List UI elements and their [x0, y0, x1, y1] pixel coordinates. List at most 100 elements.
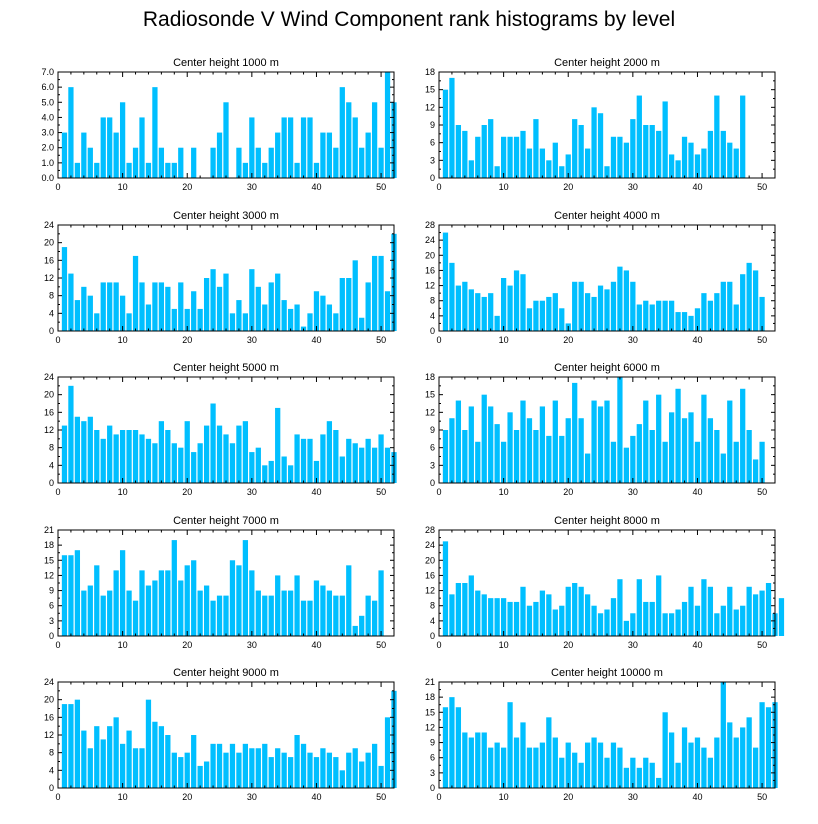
y-tick-label: 3 — [430, 460, 435, 470]
panel-title: Center height 10000 m — [551, 667, 663, 679]
x-tick-label: 20 — [182, 487, 192, 497]
y-tick-label: 0.0 — [41, 173, 54, 183]
bar — [152, 87, 158, 178]
bar — [352, 625, 358, 636]
y-tick-label: 9 — [430, 120, 435, 130]
bar — [126, 730, 132, 788]
x-tick-label: 20 — [563, 335, 573, 345]
bar — [681, 601, 688, 636]
x-tick-label: 40 — [692, 792, 702, 802]
y-tick-label: 0 — [49, 326, 54, 336]
bar — [733, 609, 739, 636]
panel-4: Center height 4000 m 0 4 8 12 16 20 24 28 0 10 20 30… — [425, 210, 776, 345]
bar — [623, 447, 630, 483]
y-tick-label: 3 — [49, 616, 54, 626]
bar — [346, 438, 352, 483]
bar — [223, 752, 229, 788]
bar — [268, 282, 274, 331]
y-tick-label: 15 — [425, 707, 435, 717]
bar — [313, 580, 320, 636]
bar — [578, 281, 584, 331]
bar — [216, 286, 223, 331]
bar — [307, 313, 313, 331]
x-tick-label: 30 — [247, 182, 257, 192]
bar — [507, 136, 513, 178]
bar — [152, 721, 158, 788]
bar — [539, 590, 546, 636]
y-tick-label: 6 — [49, 601, 54, 611]
x-tick-label: 30 — [628, 792, 638, 802]
bar — [630, 613, 636, 636]
x-tick-label: 0 — [55, 182, 60, 192]
bar — [158, 570, 165, 636]
bar — [126, 430, 132, 483]
y-tick-label: 3 — [430, 155, 435, 165]
bar — [216, 743, 223, 788]
bar — [68, 385, 74, 483]
y-tick-label: 12 — [44, 425, 54, 435]
bar — [701, 293, 707, 331]
bar — [746, 430, 752, 483]
bar — [707, 130, 714, 178]
y-tick-label: 4.0 — [41, 112, 54, 122]
bar — [559, 757, 565, 788]
bar — [526, 747, 533, 788]
bar — [107, 590, 113, 636]
bar — [539, 300, 546, 331]
x-tick-label: 0 — [55, 792, 60, 802]
bar — [119, 295, 126, 331]
y-tick-label: 0 — [430, 631, 435, 641]
bar — [371, 743, 378, 788]
bar — [210, 743, 216, 788]
bar — [636, 95, 642, 178]
bar — [714, 613, 720, 636]
y-tick-label: 4 — [49, 460, 54, 470]
bar — [604, 400, 610, 483]
bar — [94, 430, 100, 483]
panel-title: Center height 5000 m — [173, 362, 279, 374]
panel-1: Center height 1000 m 0.0 1.0 2.0 3.0 4.0 5.0 6.… — [41, 57, 397, 192]
bar — [623, 270, 630, 331]
bar — [203, 585, 210, 636]
bar — [507, 285, 513, 331]
x-tick-label: 10 — [118, 335, 128, 345]
bar — [216, 425, 223, 483]
bar — [281, 590, 287, 636]
bar — [223, 595, 229, 636]
x-tick-label: 40 — [692, 487, 702, 497]
bar — [610, 441, 617, 483]
bar — [178, 580, 184, 636]
bar — [520, 722, 526, 788]
bar — [178, 282, 184, 331]
bar — [249, 269, 255, 331]
x-tick-label: 50 — [376, 640, 386, 650]
bar — [636, 767, 642, 788]
bar — [81, 286, 87, 331]
bar — [300, 438, 307, 483]
bar — [126, 590, 132, 636]
y-tick-label: 24 — [44, 677, 54, 687]
x-tick-label: 30 — [628, 335, 638, 345]
bar — [281, 300, 287, 331]
bar — [591, 400, 597, 483]
bar — [643, 400, 649, 483]
bar — [236, 425, 242, 483]
panel-title: Center height 8000 m — [554, 515, 660, 527]
bar — [352, 443, 358, 483]
bar — [488, 119, 494, 178]
bar — [333, 595, 339, 636]
y-tick-label: 28 — [425, 220, 435, 230]
bar — [740, 274, 746, 331]
bar — [74, 699, 81, 788]
bar — [740, 727, 746, 788]
bar — [158, 726, 165, 788]
bar — [229, 313, 236, 331]
bar — [255, 748, 261, 788]
bar — [326, 590, 333, 636]
bar — [300, 117, 307, 178]
bar — [727, 142, 733, 178]
bar — [455, 400, 462, 483]
bar — [139, 748, 145, 788]
bar — [455, 125, 462, 178]
